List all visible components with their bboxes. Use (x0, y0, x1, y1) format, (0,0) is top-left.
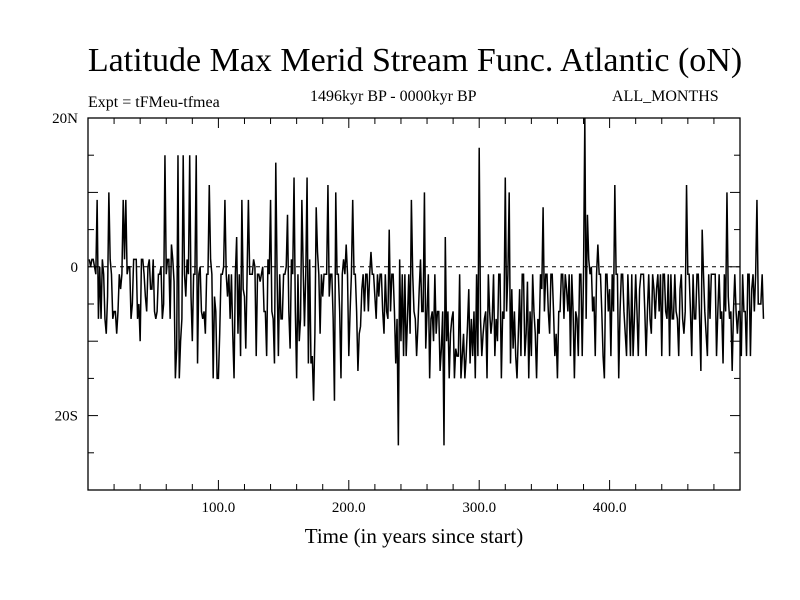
y-tick-label: 20S (55, 409, 78, 425)
x-tick-label: 100.0 (202, 500, 236, 516)
tick-labels: 100.0 200.0 300.0 400.0 20N 0 20S (52, 111, 626, 516)
months-label: ALL_MONTHS (612, 88, 719, 105)
x-axis-label: Time (in years since start) (304, 524, 524, 548)
axis-ticks (88, 118, 740, 490)
y-tick-label: 20N (52, 111, 78, 127)
series-line (88, 117, 765, 446)
experiment-label: Expt = tFMeu-tfmea (88, 94, 220, 111)
y-tick-label: 0 (71, 260, 79, 276)
x-tick-label: 200.0 (332, 500, 366, 516)
period-label: 1496kyr BP - 0000kyr BP (310, 88, 477, 105)
x-tick-label: 400.0 (593, 500, 627, 516)
plot-frame (87, 117, 741, 491)
chart-title: Latitude Max Merid Stream Func. Atlantic… (87, 42, 743, 79)
x-tick-label: 300.0 (462, 500, 496, 516)
